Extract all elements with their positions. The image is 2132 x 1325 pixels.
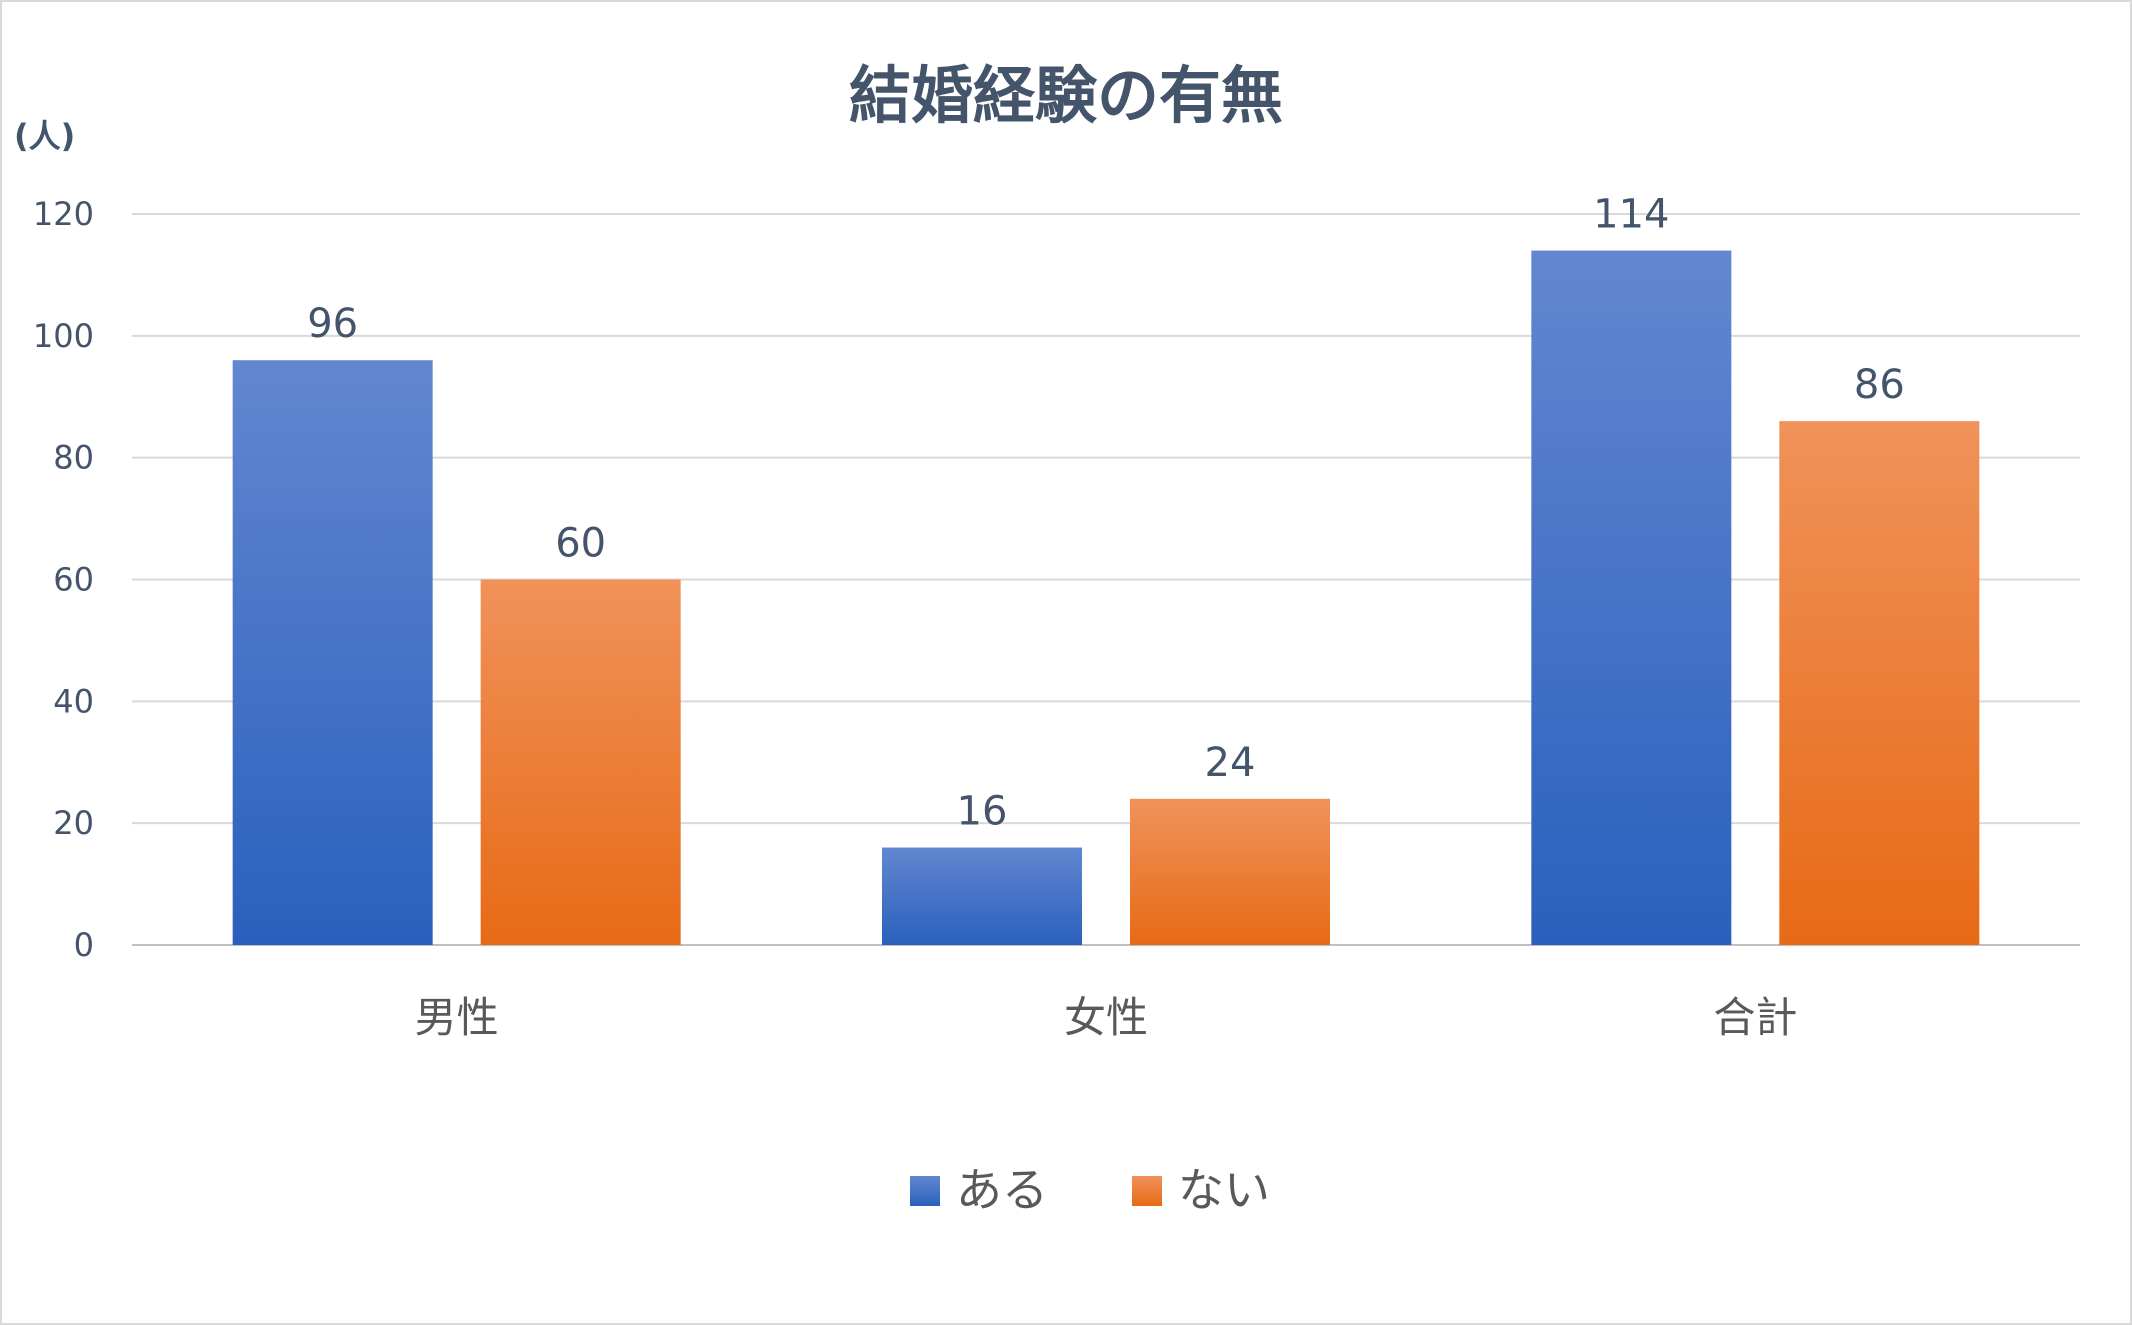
data-label-ない-男性: 60 — [555, 521, 606, 567]
y-axis-unit-label: (人) — [14, 117, 75, 155]
y-tick-label-0: 0 — [74, 926, 94, 964]
data-labels: 96 60 16 24 114 86 — [307, 192, 1905, 835]
data-label-ある-合計: 114 — [1593, 192, 1669, 238]
y-tick-label-120: 120 — [33, 195, 94, 233]
data-label-ない-合計: 86 — [1854, 362, 1905, 408]
category-label-合計: 合計 — [1713, 993, 1797, 1042]
bar-ない-女性 — [1130, 798, 1330, 945]
bar-ない-男性 — [480, 579, 681, 945]
legend-label-ない: ない — [1178, 1163, 1270, 1217]
legend-swatch-ない — [1132, 1176, 1162, 1206]
gridlines — [132, 213, 2080, 946]
legend-swatch-ある — [910, 1176, 940, 1206]
category-label-男性: 男性 — [415, 993, 499, 1042]
chart-title: 結婚経験の有無 — [849, 59, 1283, 132]
data-label-ある-男性: 96 — [307, 301, 358, 347]
bar-ない-合計 — [1779, 421, 1980, 945]
bars — [232, 250, 1980, 946]
y-tick-label-40: 40 — [53, 682, 94, 720]
bar-ある-男性 — [232, 360, 433, 945]
bar-ある-女性 — [882, 847, 1082, 945]
y-tick-label-100: 100 — [33, 317, 94, 355]
y-tick-label-20: 20 — [53, 804, 94, 842]
y-tick-label-80: 80 — [53, 439, 94, 477]
bar-ある-合計 — [1531, 250, 1732, 946]
y-tick-label-60: 60 — [53, 561, 94, 599]
legend: ある ない — [910, 1163, 1270, 1217]
data-label-ある-女性: 16 — [957, 789, 1008, 835]
x-axis-categories: 男性 女性 合計 — [415, 993, 1798, 1042]
y-axis-ticks: 0 20 40 60 80 100 120 — [33, 195, 94, 964]
data-label-ない-女性: 24 — [1205, 740, 1256, 786]
legend-label-ある: ある — [956, 1163, 1048, 1217]
category-label-女性: 女性 — [1064, 993, 1148, 1042]
